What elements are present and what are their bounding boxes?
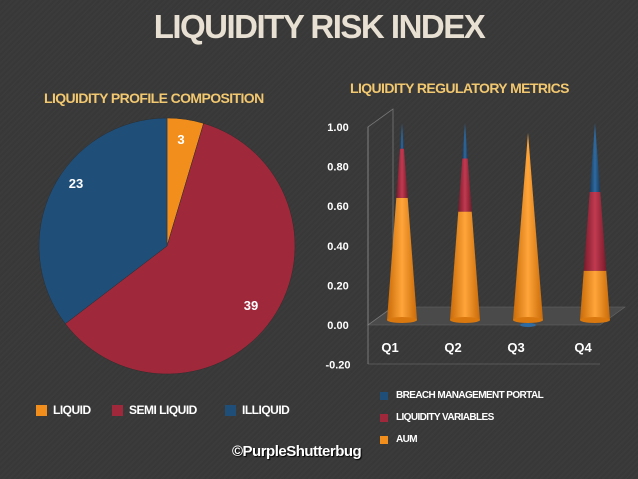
legend-item-liquidity-variables: LIQUIDITY VARIABLES [380,412,494,423]
copyright-text: ©PurpleShutterbug [232,443,362,460]
x-tick-label: Q2 [444,340,461,355]
pie-data-label: 23 [69,176,83,191]
legend-swatch-aum [380,435,388,444]
cone-segment-q2-liquidity-variables [458,158,472,212]
x-tick-label: Q3 [507,340,524,355]
pie-data-label: 39 [244,298,258,313]
cone-segment-q1-aum [387,197,417,320]
cone-segment-q2-breach-management-portal [462,123,468,159]
cone-segment-q4-breach-management-portal [589,123,601,192]
pie-slice-illiquid [38,117,168,325]
cone-segment-q4-liquidity-variables [583,191,607,271]
page-title: LIQUIDITY RISK INDEX [153,8,486,45]
cone-segment-q4-aum [580,270,610,320]
y-tick-label: 0.00 [327,320,348,332]
cone-base-q1 [387,317,417,323]
legend-swatch-semi-liquid [112,404,123,416]
legend-label-breach: BREACH MANAGEMENT PORTAL [396,390,544,401]
legend-item-liquid: LIQUID [36,403,91,417]
y-tick-label: 0.60 [327,201,348,213]
cone-segment-q3-aum [513,132,543,320]
y-tick-label: 0.20 [327,280,348,292]
legend-swatch-liquid [36,404,47,416]
y-tick-label: -0.20 [325,360,350,372]
legend-swatch-liquidity-variables [380,413,388,422]
y-tick-label: 0.80 [327,162,348,174]
cone-segment-q1-liquidity-variables [396,148,408,198]
pie-chart-title: LIQUIDITY PROFILE COMPOSITION [44,90,264,106]
legend-swatch-illiquid [225,404,236,416]
legend-label-liquid: LIQUID [53,403,91,417]
legend-item-breach: BREACH MANAGEMENT PORTAL [380,390,544,401]
legend-label-illiquid: ILLIQUID [242,403,290,417]
bar-chart-title: LIQUIDITY REGULATORY METRICS [350,80,569,96]
cone-base-q4 [580,317,610,323]
pie-data-label: 3 [177,132,184,147]
cone-base-q3 [513,317,543,323]
pie-slice-semi-liquid [64,123,296,375]
legend-item-aum: AUM [380,434,418,445]
legend-swatch-breach [380,391,388,400]
legend-item-illiquid: ILLIQUID [225,403,290,417]
cone-segment-q2-aum [450,211,480,320]
legend-item-semi-liquid: SEMI LIQUID [112,403,197,417]
y-tick-label: 1.00 [327,122,348,134]
cone-negative-q3 [520,323,536,327]
legend-label-semi-liquid: SEMI LIQUID [129,403,197,417]
cone-segment-q1-breach-management-portal [400,123,404,149]
y-tick-label: 0.40 [327,241,348,253]
x-tick-label: Q4 [574,340,592,355]
legend-label-liquidity-variables: LIQUIDITY VARIABLES [396,412,494,423]
cone-base-q2 [450,317,480,323]
x-tick-label: Q1 [381,340,398,355]
legend-label-aum: AUM [396,434,418,445]
